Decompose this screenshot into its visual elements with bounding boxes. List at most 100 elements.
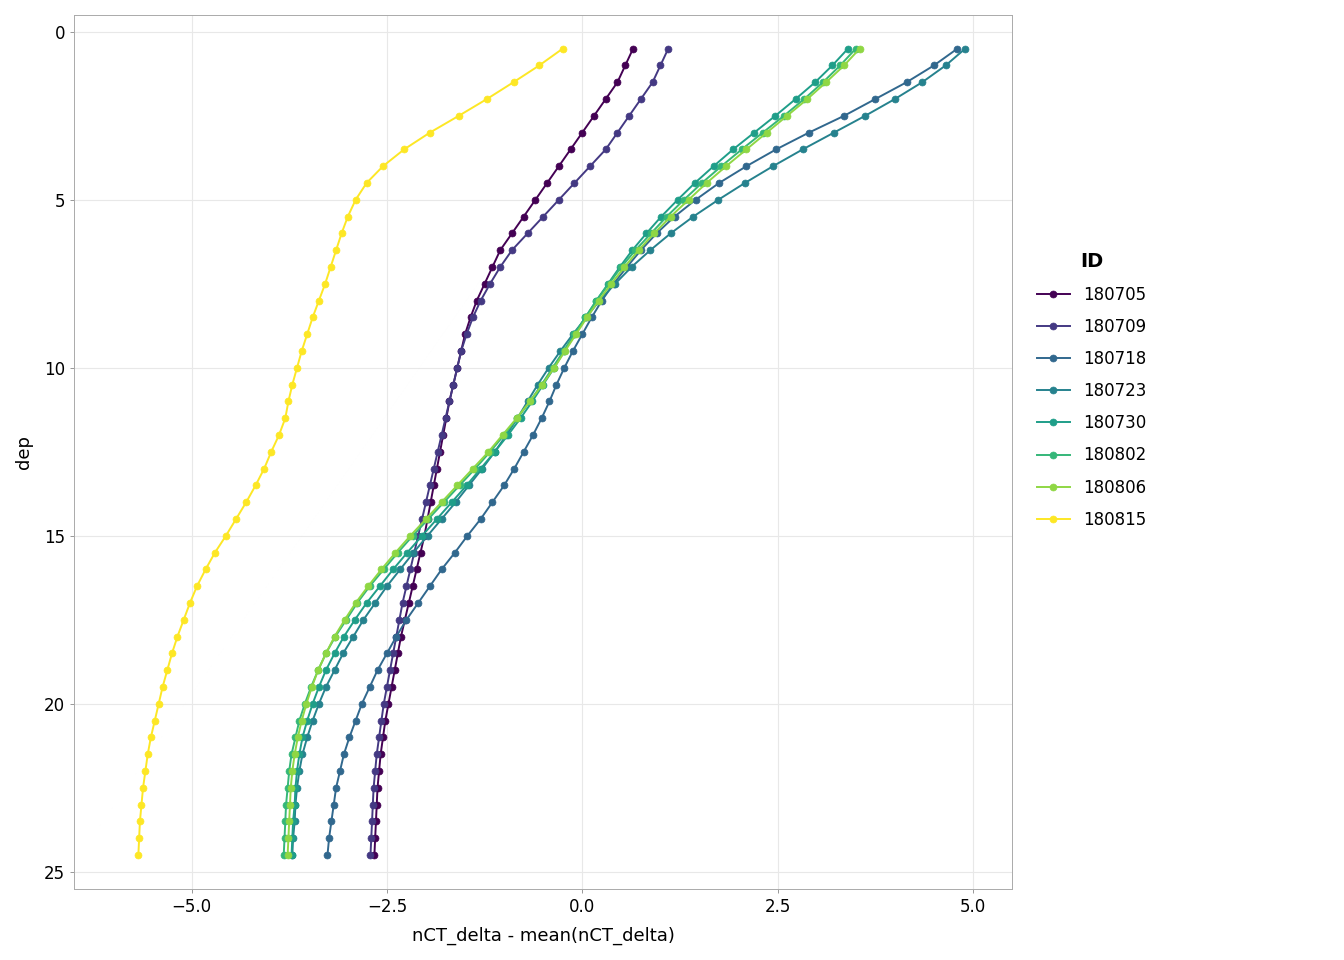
180802 xyxy=(281,765,297,777)
180718 xyxy=(379,648,395,660)
180709 xyxy=(364,799,380,810)
180802 xyxy=(496,429,512,441)
180806 xyxy=(434,496,450,508)
180705 xyxy=(368,816,384,828)
180802 xyxy=(362,581,378,592)
180730 xyxy=(546,362,562,373)
180723 xyxy=(379,581,395,592)
180802 xyxy=(302,682,319,693)
180709 xyxy=(645,77,661,88)
180709 xyxy=(406,547,422,559)
180718 xyxy=(564,346,581,357)
180815 xyxy=(151,698,167,709)
180806 xyxy=(508,413,524,424)
180806 xyxy=(336,614,352,626)
180723 xyxy=(663,228,679,239)
180709 xyxy=(366,782,382,794)
180815 xyxy=(137,765,153,777)
180723 xyxy=(487,446,503,458)
180705 xyxy=(380,698,396,709)
180705 xyxy=(462,312,478,324)
180802 xyxy=(589,295,605,306)
180723 xyxy=(461,480,477,492)
180802 xyxy=(509,413,526,424)
180718 xyxy=(434,564,450,575)
180718 xyxy=(836,110,852,122)
180718 xyxy=(320,850,336,861)
180730 xyxy=(578,312,594,324)
180705 xyxy=(378,715,394,727)
180718 xyxy=(801,127,817,138)
180718 xyxy=(324,816,340,828)
180815 xyxy=(317,278,333,290)
180815 xyxy=(271,429,288,441)
180709 xyxy=(535,211,551,223)
180709 xyxy=(422,480,438,492)
180705 xyxy=(375,732,391,743)
180730 xyxy=(612,261,628,273)
180730 xyxy=(599,278,616,290)
180718 xyxy=(446,547,462,559)
180723 xyxy=(286,816,302,828)
180705 xyxy=(392,631,409,642)
180815 xyxy=(348,194,364,205)
180730 xyxy=(669,194,685,205)
180730 xyxy=(524,396,540,407)
180806 xyxy=(521,396,538,407)
180705 xyxy=(413,547,429,559)
180730 xyxy=(724,144,741,156)
180802 xyxy=(578,312,594,324)
180806 xyxy=(718,160,734,172)
180718 xyxy=(422,581,438,592)
180806 xyxy=(319,648,335,660)
180730 xyxy=(294,732,310,743)
180730 xyxy=(653,211,669,223)
180806 xyxy=(818,77,835,88)
180705 xyxy=(401,597,417,609)
180723 xyxy=(564,328,581,340)
Line: 180709: 180709 xyxy=(367,45,672,858)
180723 xyxy=(406,547,422,559)
180806 xyxy=(480,446,496,458)
180806 xyxy=(617,261,633,273)
180709 xyxy=(374,715,390,727)
180806 xyxy=(699,178,715,189)
180806 xyxy=(603,278,620,290)
180705 xyxy=(368,799,384,810)
180802 xyxy=(755,127,771,138)
180802 xyxy=(390,547,406,559)
180730 xyxy=(372,581,388,592)
180802 xyxy=(284,749,300,760)
180709 xyxy=(367,765,383,777)
180718 xyxy=(321,832,337,844)
180709 xyxy=(410,530,426,541)
180815 xyxy=(333,228,349,239)
180709 xyxy=(368,749,384,760)
180709 xyxy=(504,245,520,256)
180806 xyxy=(282,782,298,794)
180709 xyxy=(363,850,379,861)
180723 xyxy=(345,631,362,642)
180806 xyxy=(465,463,481,474)
180718 xyxy=(618,261,634,273)
180815 xyxy=(281,396,297,407)
180709 xyxy=(551,194,567,205)
180730 xyxy=(458,480,474,492)
180723 xyxy=(294,749,310,760)
180806 xyxy=(327,631,343,642)
180723 xyxy=(419,530,435,541)
180705 xyxy=(617,60,633,71)
180730 xyxy=(706,160,722,172)
180730 xyxy=(288,782,304,794)
180815 xyxy=(450,110,466,122)
180709 xyxy=(388,631,405,642)
180705 xyxy=(563,144,579,156)
180723 xyxy=(540,362,556,373)
180718 xyxy=(594,295,610,306)
180709 xyxy=(379,682,395,693)
180730 xyxy=(687,178,703,189)
180815 xyxy=(375,160,391,172)
180705 xyxy=(539,178,555,189)
180802 xyxy=(468,463,484,474)
180802 xyxy=(775,110,792,122)
